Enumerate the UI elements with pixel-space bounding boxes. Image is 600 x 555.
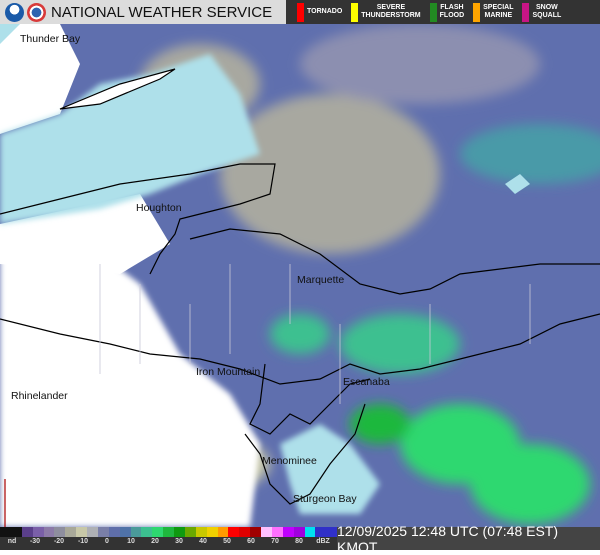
warning-special-marine: SPECIAL MARINE: [473, 2, 514, 22]
warning-label: SPECIAL MARINE: [483, 4, 514, 19]
color-bar-segment: [32, 527, 44, 537]
tick-label: 50: [223, 538, 231, 545]
color-bar-segment: [43, 527, 55, 537]
city-sturgeon-bay: Sturgeon Bay: [293, 493, 357, 505]
color-bar-segment: [217, 527, 229, 537]
header-title: NATIONAL WEATHER SERVICE: [51, 3, 273, 21]
city-escanaba: Escanaba: [343, 376, 390, 388]
color-bar-segment: [261, 527, 272, 537]
warning-color-swatch: [297, 2, 304, 22]
color-bar-segment: [65, 527, 77, 537]
tick-label: 40: [199, 538, 207, 545]
dbz-color-bar: [0, 527, 338, 537]
boundaries: [0, 68, 600, 527]
color-bar-segment: [163, 527, 174, 537]
warning-label: TORNADO: [307, 8, 343, 15]
color-bar-segment: [250, 527, 261, 537]
tick-label: -30: [29, 538, 41, 545]
city-marquette: Marquette: [297, 274, 344, 286]
lakes: [0, 24, 530, 514]
dbz-tick-labels: nd -30 -20 -10 0 10 20 30 40 50 60 70 80 dBZ: [0, 537, 337, 550]
warning-label: FLASH FLOOD: [439, 4, 465, 19]
tick-label: 0: [105, 538, 109, 545]
color-bar-segment: [0, 527, 11, 537]
warning-legend: TORNADO SEVERE THUNDERSTORM FLASH FLOOD SPE…: [286, 0, 600, 24]
color-bar-segment: [97, 527, 109, 537]
color-bar-segment: [108, 527, 120, 537]
dbz-color-legend: nd -30 -20 -10 0 10 20 30 40 50 60 70 80 dBZ: [0, 527, 338, 550]
color-bar-segment: [184, 527, 196, 537]
tick-label: 20: [151, 538, 159, 545]
color-bar-segment: [228, 527, 240, 537]
warning-label: SNOW SQUALL: [532, 4, 562, 19]
city-thunder-bay: Thunder Bay: [20, 33, 81, 45]
nws-branding: NATIONAL WEATHER SERVICE: [0, 0, 286, 24]
header: NATIONAL WEATHER SERVICE TORNADO SEVERE T…: [0, 0, 600, 24]
land-no-data: [0, 24, 260, 527]
color-bar-segment: [152, 527, 164, 537]
color-bar-segment: [76, 527, 87, 537]
color-bar-segment: [206, 527, 218, 537]
color-bar-segment: [10, 527, 22, 537]
city-menominee: Menominee: [262, 455, 317, 467]
warning-color-swatch: [429, 2, 437, 22]
county-lines: [99, 264, 531, 404]
city-rhinelander: Rhinelander: [11, 390, 68, 402]
tick-label: 60: [247, 538, 255, 545]
color-bar-segment: [271, 527, 283, 537]
color-bar-segment: [87, 527, 98, 537]
color-bar-segment: [315, 527, 327, 537]
warning-color-swatch: [473, 2, 481, 22]
tick-label: 70: [271, 538, 279, 545]
color-bar-segment: [282, 527, 294, 537]
tick-label: -10: [77, 538, 89, 545]
tick-label: 30: [175, 538, 183, 545]
color-bar-segment: [304, 527, 316, 537]
color-bar-segment: [293, 527, 305, 537]
warning-color-swatch: [522, 2, 530, 22]
color-bar-segment: [21, 527, 33, 537]
radar-map[interactable]: Thunder Bay Houghton Marquette Iron Moun…: [0, 24, 600, 527]
color-bar-segment: [130, 527, 142, 537]
tick-label: 80: [295, 538, 303, 545]
warning-flash-flood: FLASH FLOOD: [429, 2, 465, 22]
warning-label: SEVERE THUNDERSTORM: [361, 4, 421, 19]
city-labels: Thunder Bay Houghton Marquette Iron Moun…: [11, 33, 390, 505]
tick-label: -20: [53, 538, 65, 545]
color-bar-segment: [195, 527, 207, 537]
warning-color-swatch: [351, 2, 359, 22]
warning-tornado: TORNADO: [297, 2, 343, 22]
color-bar-segment: [239, 527, 251, 537]
noaa-logo: [5, 2, 24, 22]
color-bar-segment: [54, 527, 66, 537]
city-houghton: Houghton: [136, 202, 182, 214]
city-iron-mountain: Iron Mountain: [196, 366, 260, 378]
tick-label: dBZ: [316, 538, 330, 545]
color-bar-segment: [141, 527, 153, 537]
color-bar-segment: [119, 527, 131, 537]
radar-timestamp: 12/09/2025 12:48 UTC (07:48 EST) KMOT: [337, 523, 600, 555]
nws-logo: [27, 2, 46, 22]
color-bar-segment: [326, 527, 338, 537]
warning-snow-squall: SNOW SQUALL: [522, 2, 562, 22]
tick-label: 10: [127, 538, 135, 545]
color-bar-segment: [174, 527, 185, 537]
warning-severe-thunderstorm: SEVERE THUNDERSTORM: [351, 2, 421, 22]
tick-label: nd: [7, 538, 17, 545]
